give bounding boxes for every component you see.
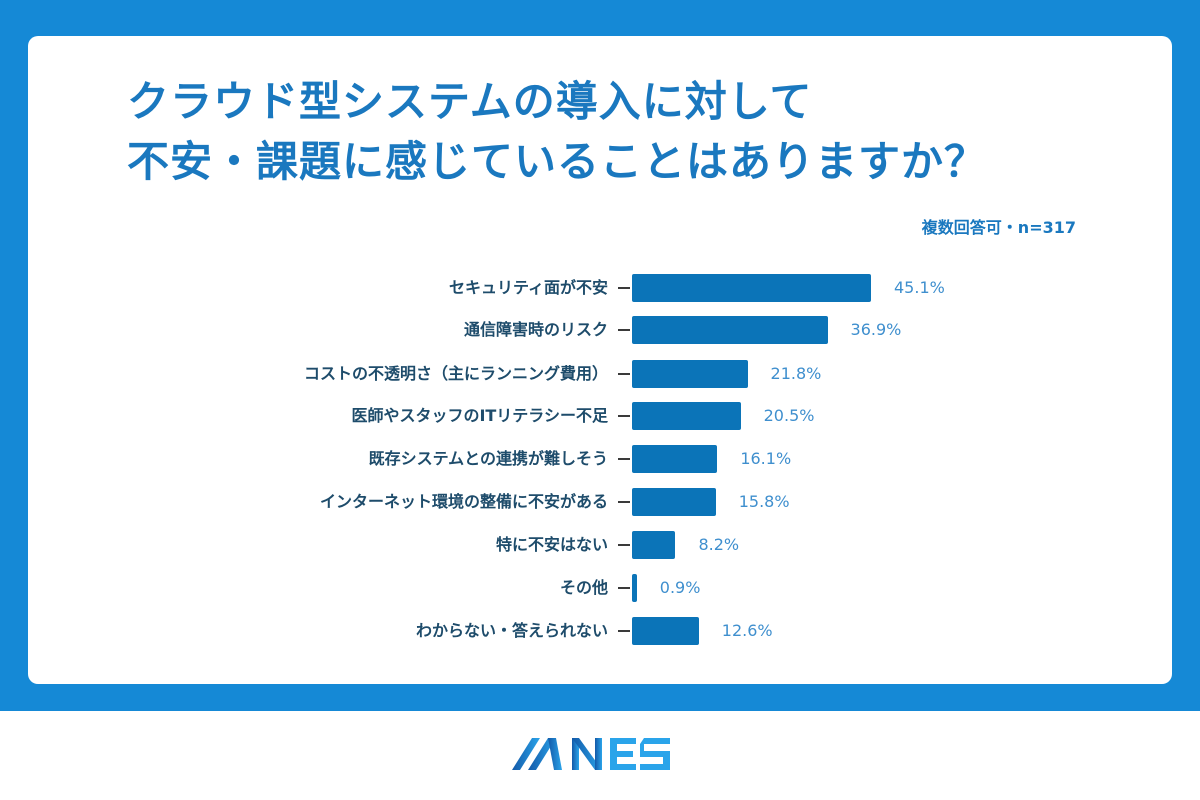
- value-label: 12.6%: [721, 621, 773, 640]
- value-label: 36.9%: [850, 320, 902, 339]
- bar: [632, 488, 716, 516]
- axis-tick: [618, 415, 630, 417]
- bar: [632, 445, 718, 473]
- bar: [632, 360, 748, 388]
- chart-row: わからない・答えられない 12.6%: [0, 617, 1200, 645]
- category-label: 特に不安はない: [495, 535, 608, 554]
- chart-row: 既存システムとの連携が難しそう 16.1%: [0, 445, 1200, 473]
- chart-row: 特に不安はない 8.2%: [0, 531, 1200, 559]
- axis-tick: [618, 373, 630, 375]
- bar: [632, 617, 699, 645]
- category-label: インターネット環境の整備に不安がある: [319, 492, 608, 511]
- category-label: 医師やスタッフのITリテラシー不足: [351, 406, 608, 425]
- mnes-logo: [512, 738, 670, 770]
- category-label: セキュリティ面が不安: [448, 278, 608, 297]
- axis-tick: [618, 630, 630, 632]
- bar: [632, 274, 871, 302]
- chart-row: コストの不透明さ（主にランニング費用） 21.8%: [0, 360, 1200, 388]
- axis-tick: [618, 458, 630, 460]
- value-label: 8.2%: [698, 535, 740, 554]
- axis-tick: [618, 587, 630, 589]
- bar: [632, 316, 828, 344]
- chart-row: 医師やスタッフのITリテラシー不足 20.5%: [0, 402, 1200, 430]
- bar: [632, 574, 637, 602]
- axis-tick: [618, 501, 630, 503]
- chart-row: インターネット環境の整備に不安がある 15.8%: [0, 488, 1200, 516]
- sample-note: 複数回答可・n=317: [921, 218, 1076, 237]
- axis-tick: [618, 329, 630, 331]
- value-label: 16.1%: [740, 449, 792, 468]
- category-label: わからない・答えられない: [415, 621, 608, 640]
- value-label: 15.8%: [738, 492, 790, 511]
- value-label: 45.1%: [894, 278, 945, 297]
- category-label: 通信障害時のリスク: [463, 320, 608, 339]
- category-label: その他: [559, 578, 608, 597]
- bar-chart: セキュリティ面が不安 45.1% 通信障害時のリスク 36.9% コストの不透明さ（主に…: [0, 274, 1200, 645]
- chart-card: [28, 36, 1172, 684]
- chart-row: その他 0.9%: [0, 574, 1200, 602]
- value-label: 0.9%: [659, 578, 701, 597]
- category-label: 既存システムとの連携が難しそう: [368, 449, 608, 468]
- axis-tick: [618, 544, 630, 546]
- chart-row: セキュリティ面が不安 45.1%: [0, 274, 1200, 302]
- axis-tick: [618, 287, 630, 289]
- category-label: コストの不透明さ（主にランニング費用）: [303, 364, 608, 383]
- value-label: 20.5%: [763, 406, 815, 425]
- bar: [632, 402, 741, 430]
- page-title: クラウド型システムの導入に対して 不安・課題に感じていることはありますか？: [127, 72, 987, 192]
- value-label: 21.8%: [770, 364, 822, 383]
- title-line-1: クラウド型システムの導入に対して: [127, 77, 813, 126]
- chart-row: 通信障害時のリスク 36.9%: [0, 316, 1200, 344]
- title-line-2: 不安・課題に感じていることはありますか？: [127, 137, 988, 186]
- bar: [632, 531, 676, 559]
